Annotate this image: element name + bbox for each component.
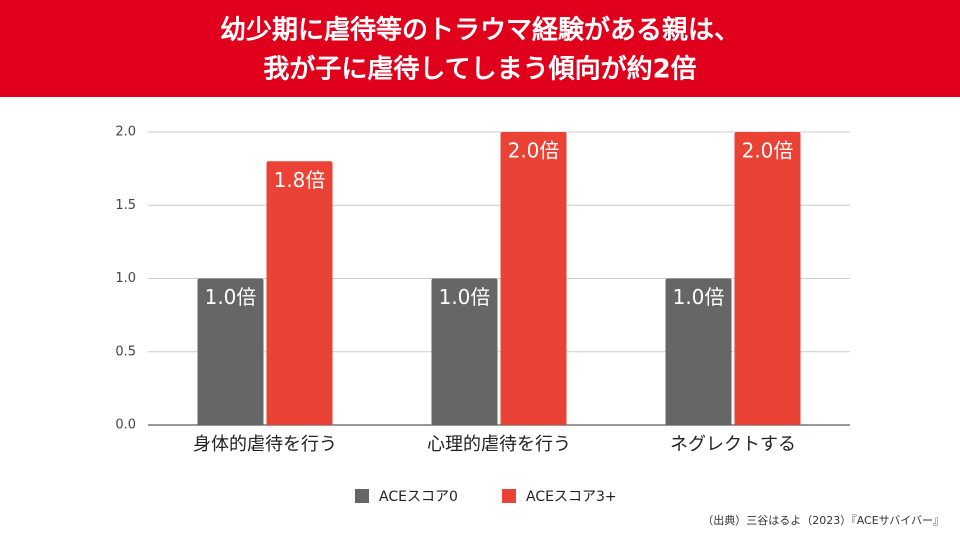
- bar: [197, 278, 264, 425]
- y-tick-label: 1.0: [115, 271, 136, 286]
- title-line: 我が子に虐待してしまう傾向が約2倍: [263, 54, 696, 85]
- bar: [431, 278, 498, 425]
- y-tick-label: 0.0: [115, 418, 136, 433]
- x-tick-label: ネグレクトする: [670, 434, 796, 455]
- data-label: 2.0倍: [742, 139, 794, 163]
- x-tick-label: 身体的虐待を行う: [193, 434, 337, 455]
- title-line: 幼少期に虐待等のトラウマ経験がある親は、: [220, 15, 740, 46]
- bar: [500, 132, 567, 425]
- data-label: 1.0倍: [439, 285, 491, 309]
- data-label: 2.0倍: [508, 139, 560, 163]
- header-band: [0, 0, 960, 97]
- legend-swatch: [502, 489, 516, 503]
- data-label: 1.0倍: [673, 285, 725, 309]
- legend-label: ACEスコア0: [379, 489, 458, 505]
- x-tick-label: 心理的虐待を行う: [427, 434, 571, 455]
- legend-swatch: [355, 489, 369, 503]
- bar: [266, 161, 333, 426]
- legend-label: ACEスコア3+: [526, 489, 617, 505]
- data-label: 1.0倍: [205, 285, 257, 309]
- data-label: 1.8倍: [274, 168, 326, 192]
- bar: [734, 132, 801, 425]
- y-tick-label: 2.0: [115, 125, 136, 140]
- y-tick-label: 0.5: [115, 344, 136, 359]
- y-tick-label: 1.5: [115, 198, 136, 213]
- source-note: （出典）三谷はるよ（2023）『ACEサバイバー』: [702, 513, 944, 527]
- bar: [665, 278, 732, 425]
